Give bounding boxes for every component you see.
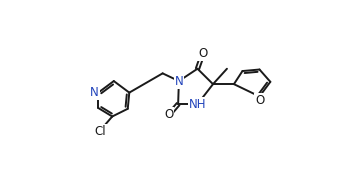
Text: N: N — [174, 75, 183, 88]
Text: Cl: Cl — [95, 125, 106, 138]
Text: N: N — [90, 86, 99, 99]
Text: O: O — [164, 108, 173, 121]
Text: O: O — [255, 94, 264, 107]
Text: O: O — [198, 47, 207, 60]
Text: NH: NH — [189, 98, 206, 111]
